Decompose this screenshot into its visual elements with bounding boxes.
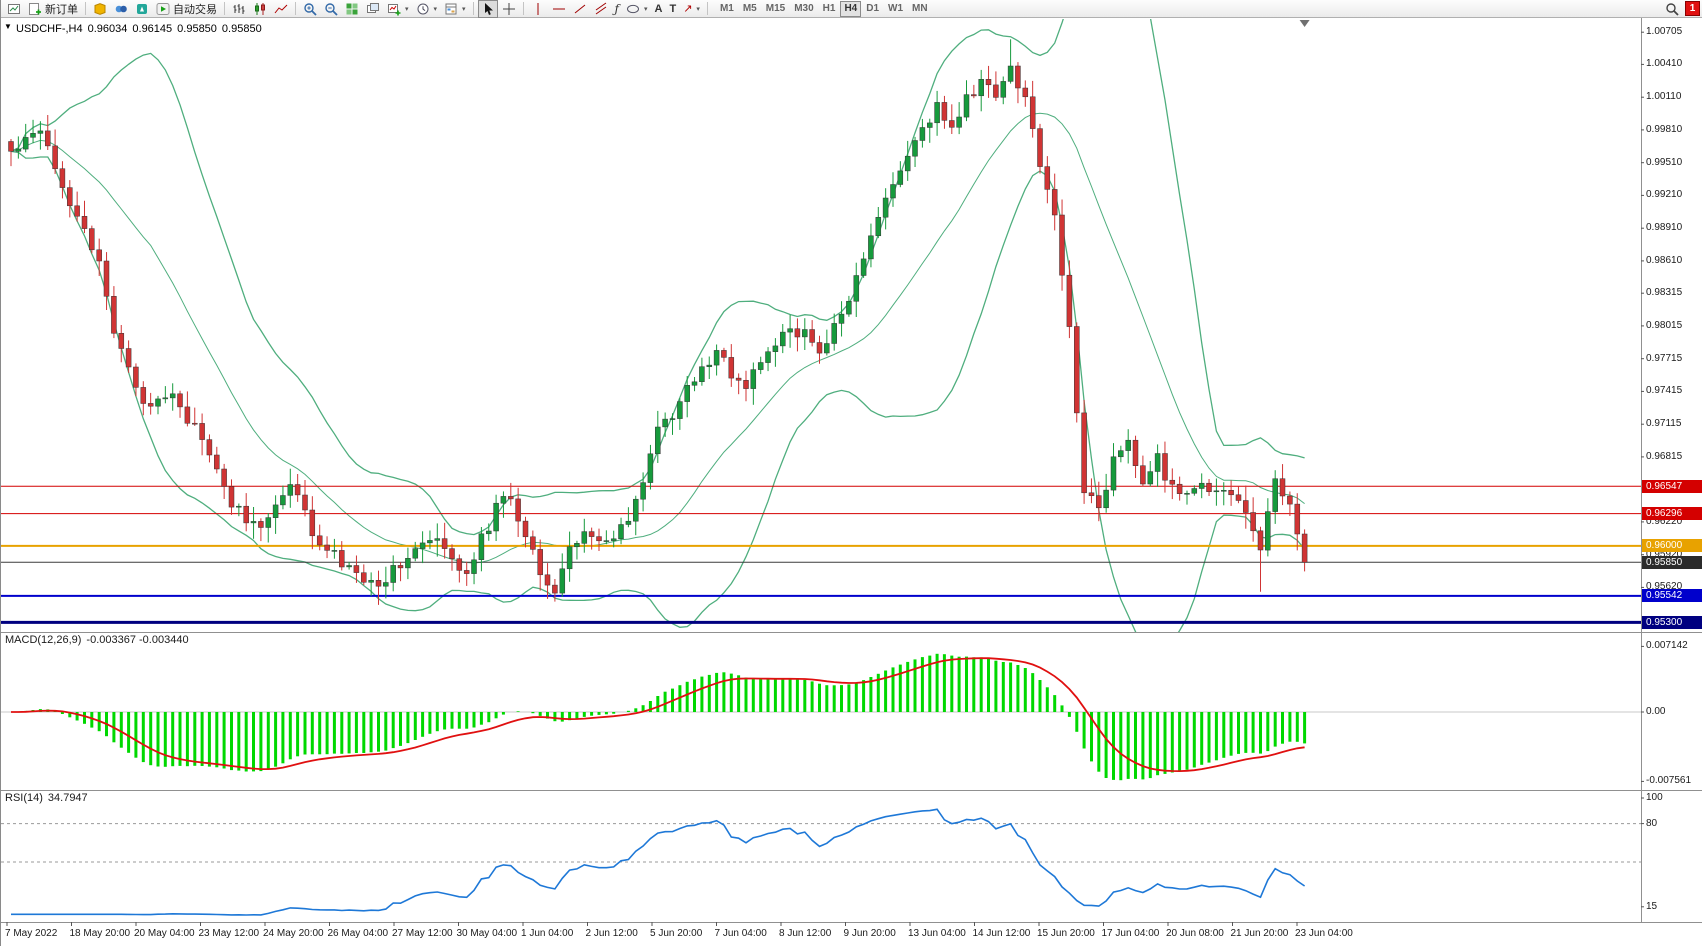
candlestick-chart-button[interactable] — [250, 0, 270, 18]
zoom-in-button[interactable] — [300, 0, 320, 18]
timeframe-button-M5[interactable]: M5 — [742, 2, 757, 14]
crosshair-icon — [502, 2, 515, 15]
indicators-icon — [388, 3, 401, 15]
shapes-caret-icon: ▾ — [644, 5, 648, 13]
timeframe-button-D1[interactable]: D1 — [866, 2, 880, 14]
autotrading-play-icon — [156, 2, 170, 15]
trendline-button[interactable] — [570, 0, 590, 18]
shapes-icon — [627, 4, 639, 13]
indicators-button[interactable]: ▾ — [384, 0, 412, 18]
divider — [522, 2, 524, 15]
arrows-button[interactable]: ↗ ▾ — [680, 0, 703, 18]
timeframe-button-M30[interactable]: M30 — [794, 2, 814, 14]
market-watch-icon — [115, 5, 127, 12]
toolbar-right-group: 1 — [1662, 0, 1700, 18]
line-chart-icon — [274, 4, 288, 13]
timeframe-button-M15[interactable]: M15 — [765, 2, 786, 14]
navigator-icon — [137, 3, 147, 14]
market-watch-button[interactable] — [111, 0, 131, 18]
text-button[interactable]: A — [652, 0, 666, 18]
autotrading-label: 自动交易 — [173, 3, 217, 16]
fibonacci-button[interactable]: ƒ — [612, 0, 622, 18]
chart-window-icon — [8, 3, 20, 14]
tile-windows-button[interactable] — [342, 0, 362, 18]
timeframe-button-MN[interactable]: MN — [912, 2, 928, 14]
divider — [224, 2, 225, 15]
tile-windows-icon — [346, 3, 358, 14]
text-icon: A — [654, 2, 663, 15]
vertical-line-icon — [537, 2, 539, 15]
metaeditor-button[interactable] — [90, 0, 110, 18]
periods-caret-icon: ▾ — [433, 5, 438, 13]
cursor-icon — [484, 2, 493, 15]
new-order-icon — [29, 2, 41, 15]
horizontal-line-icon — [552, 8, 565, 9]
trendline-icon — [574, 4, 585, 13]
channel-button[interactable] — [591, 0, 611, 18]
new-chart-button[interactable] — [4, 0, 24, 18]
clock-icon — [417, 3, 429, 14]
label-icon: T — [669, 2, 677, 15]
autotrading-button[interactable]: 自动交易 — [153, 0, 220, 18]
search-button[interactable] — [1662, 0, 1682, 18]
template-icon — [445, 3, 457, 14]
bar-chart-button[interactable] — [229, 0, 249, 18]
periods-button[interactable]: ▾ — [413, 0, 441, 18]
arrange-windows-button[interactable] — [363, 0, 383, 18]
cursor-button[interactable] — [477, 0, 498, 18]
new-order-button[interactable]: 新订单 — [25, 0, 81, 18]
fibonacci-icon: ƒ — [614, 1, 619, 16]
zoom-in-icon — [304, 2, 317, 16]
arrange-windows-icon — [367, 2, 379, 13]
arrow-tool-icon: ↗ — [683, 2, 693, 15]
timeframe-button-H4[interactable]: H4 — [840, 0, 862, 17]
shapes-button[interactable]: ▾ — [623, 0, 651, 18]
new-order-label: 新订单 — [45, 3, 78, 16]
divider — [706, 2, 708, 15]
notification-badge[interactable]: 1 — [1685, 1, 1700, 16]
label-button[interactable]: T — [666, 0, 679, 18]
zoom-out-button[interactable] — [321, 0, 341, 18]
timeframe-button-H1[interactable]: H1 — [822, 2, 836, 14]
bar-chart-icon — [233, 3, 245, 14]
line-chart-button[interactable] — [271, 0, 291, 18]
channel-icon — [595, 2, 606, 14]
metaeditor-icon — [94, 2, 106, 15]
zoom-out-icon — [325, 2, 338, 16]
candlestick-chart-icon — [255, 2, 265, 15]
toolbar: 新订单 自动交易 — [1, 0, 1702, 18]
arrows-caret-icon: ▾ — [696, 5, 700, 13]
timeframe-button-W1[interactable]: W1 — [888, 2, 904, 14]
timeframe-button-M1[interactable]: M1 — [719, 2, 734, 14]
vertical-line-button[interactable] — [528, 0, 548, 18]
search-icon — [1666, 2, 1679, 16]
divider — [472, 2, 474, 15]
templates-caret-icon: ▾ — [462, 5, 466, 13]
divider — [295, 2, 296, 15]
horizontal-line-button[interactable] — [549, 0, 569, 18]
crosshair-button[interactable] — [499, 0, 519, 18]
indicators-caret-icon: ▾ — [405, 5, 409, 13]
templates-button[interactable]: ▾ — [441, 0, 469, 18]
timeframe-group: M1 M5 M15 M30 H1 H4 D1 W1 MN — [716, 0, 932, 17]
navigator-button[interactable] — [132, 0, 152, 18]
divider — [85, 2, 86, 15]
